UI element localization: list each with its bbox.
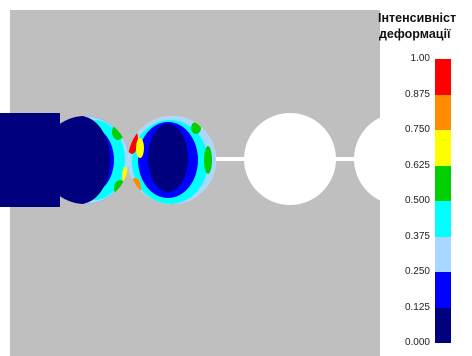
legend-title-line1: Інтенсивніст (378, 11, 457, 25)
colorbar-tick-label: 0.750 (404, 124, 430, 135)
colorbar-segment (435, 59, 451, 95)
deformed-section-2 (128, 116, 216, 204)
colorbar-tick-label: 1.00 (410, 53, 430, 64)
colorbar-segment (435, 272, 451, 308)
deformation-field-plot (0, 10, 380, 356)
colorbar-tick-label: 0.000 (404, 337, 430, 348)
colorbar-tick-label: 0.125 (404, 301, 430, 313)
colorbar-segment (435, 94, 451, 130)
colorbar-segment (435, 165, 451, 201)
empty-hole-2 (354, 117, 380, 201)
legend-title: Інтенсивніст деформації (378, 10, 472, 42)
colorbar-tick-label: 0.625 (404, 159, 430, 171)
colorbar-segment (435, 307, 451, 343)
colorbar-tick-label: 0.875 (404, 88, 430, 100)
empty-hole-1 (244, 113, 336, 205)
colorbar-segment (435, 130, 451, 166)
colorbar-tick-label: 0.250 (404, 266, 430, 277)
legend-title-line2: деформації (379, 27, 451, 41)
colorbar-segment (435, 201, 451, 237)
colorbar-segment (435, 236, 451, 272)
colorbar-tick-label: 0.375 (404, 230, 430, 242)
empty-holes (214, 113, 380, 205)
colorbar-tick-label: 0.500 (404, 195, 430, 206)
